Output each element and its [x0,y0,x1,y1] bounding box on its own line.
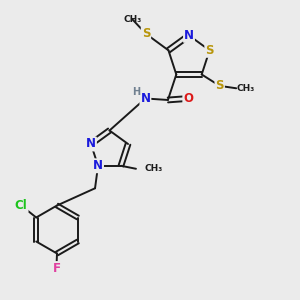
Text: Cl: Cl [15,199,28,212]
Text: F: F [52,262,60,275]
Text: CH₃: CH₃ [236,84,254,93]
Text: O: O [183,92,193,105]
Text: N: N [86,137,96,151]
Text: N: N [140,92,150,105]
Text: S: S [205,44,214,57]
Text: N: N [93,159,103,172]
Text: H: H [132,88,140,98]
Text: N: N [184,29,194,42]
Text: S: S [215,80,224,92]
Text: S: S [142,27,150,40]
Text: CH₃: CH₃ [145,164,163,173]
Text: CH₃: CH₃ [123,15,142,24]
